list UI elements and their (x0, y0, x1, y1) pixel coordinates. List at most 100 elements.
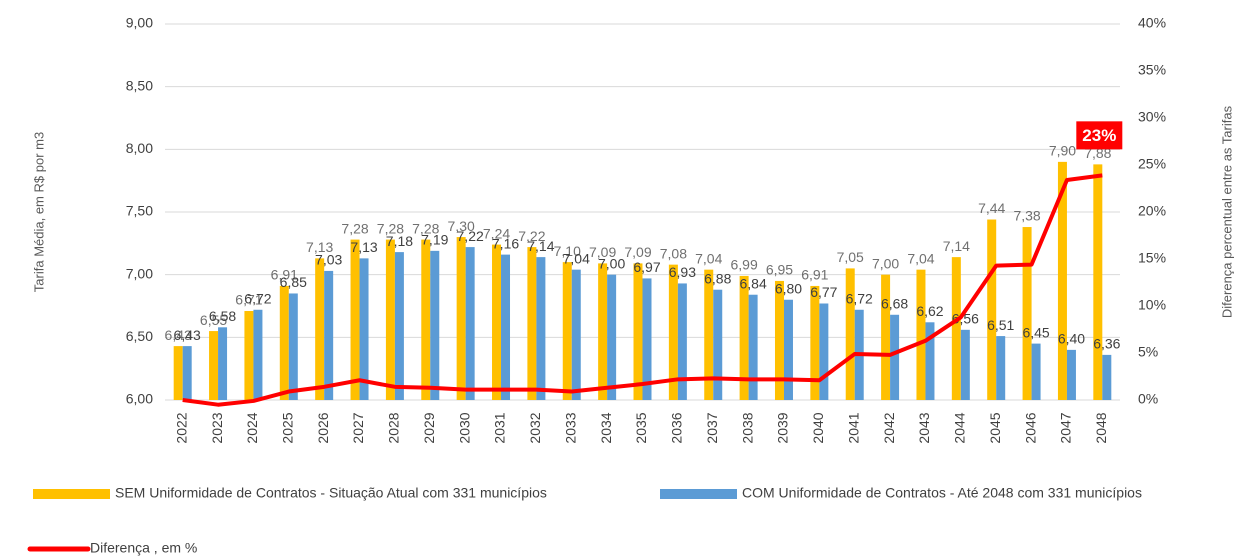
bar (279, 285, 289, 400)
bar (1057, 161, 1067, 400)
data-label: 6,36 (1093, 336, 1120, 352)
data-label: 6,77 (810, 284, 837, 300)
data-label: 6,68 (881, 295, 908, 311)
bar (421, 239, 431, 400)
bar (845, 268, 855, 400)
x-tick-label: 2025 (279, 412, 295, 443)
data-label: 7,19 (421, 232, 448, 248)
bar (385, 239, 395, 400)
x-tick-label: 2041 (845, 412, 861, 443)
bar (810, 285, 820, 400)
legend-swatch (33, 489, 110, 499)
legend-label: COM Uniformidade de Contratos - Até 2048… (742, 485, 1142, 501)
bar (394, 252, 404, 400)
y-tick-label: 6,50 (126, 328, 153, 344)
x-tick-label: 2028 (386, 412, 402, 443)
x-tick-label: 2042 (881, 412, 897, 443)
x-tick-label: 2034 (598, 412, 614, 443)
data-label: 6,91 (801, 267, 828, 283)
data-label: 7,16 (492, 235, 519, 251)
data-label: 7,30 (448, 218, 475, 234)
data-label: 6,91 (271, 267, 298, 283)
bar (819, 303, 829, 400)
data-label: 7,10 (554, 243, 581, 259)
y2-tick-label: 35% (1138, 62, 1166, 78)
y2-tick-label: 25% (1138, 156, 1166, 172)
data-label: 7,38 (1013, 208, 1040, 224)
x-tick-label: 2037 (704, 412, 720, 443)
bar (253, 309, 263, 400)
bar (925, 322, 935, 400)
x-tick-label: 2048 (1093, 412, 1109, 443)
bar (987, 219, 997, 400)
bar (492, 244, 502, 400)
data-label: 6,84 (739, 275, 766, 291)
annotation: 23% (1082, 126, 1116, 145)
bar (465, 247, 475, 400)
bar (642, 278, 652, 400)
y2-tick-label: 20% (1138, 203, 1166, 219)
data-label: 6,71 (235, 292, 262, 308)
x-tick-label: 2045 (987, 412, 1003, 443)
data-label: 6,40 (1058, 331, 1085, 347)
bar (456, 237, 466, 400)
bar (501, 254, 511, 400)
data-label: 7,14 (943, 238, 970, 254)
bar (748, 294, 758, 400)
data-label: 6,58 (209, 308, 236, 324)
x-tick-label: 2040 (810, 412, 826, 443)
y2-tick-label: 30% (1138, 109, 1166, 125)
x-tick-label: 2033 (562, 412, 578, 443)
data-label: 7,14 (527, 238, 554, 254)
bar (359, 258, 369, 400)
data-label: 7,04 (907, 250, 934, 266)
bar (536, 257, 546, 400)
bar (1102, 354, 1112, 400)
y-tick-label: 7,00 (126, 265, 153, 281)
x-tick-label: 2031 (492, 412, 508, 443)
x-tick-label: 2023 (209, 412, 225, 443)
line (182, 173, 1103, 407)
bar (881, 274, 891, 400)
bar (288, 293, 298, 400)
x-tick-label: 2024 (244, 412, 260, 443)
bar (1031, 343, 1041, 400)
data-label: 7,04 (563, 250, 590, 266)
data-label: 6,43 (165, 327, 192, 343)
data-label: 6,93 (669, 264, 696, 280)
data-label: 7,24 (483, 225, 510, 241)
data-label: 6,99 (730, 257, 757, 273)
x-tick-label: 2044 (952, 412, 968, 443)
y-tick-label: 8,50 (126, 77, 153, 93)
legend-label: SEM Uniformidade de Contratos - Situação… (115, 485, 547, 501)
data-label: 7,44 (978, 200, 1005, 216)
x-tick-label: 2022 (173, 412, 189, 443)
x-tick-label: 2027 (350, 412, 366, 443)
y-tick-label: 9,00 (126, 15, 153, 31)
data-label: 6,97 (633, 259, 660, 275)
data-label: 7,28 (412, 220, 439, 236)
bar (430, 250, 440, 400)
data-label: 7,03 (315, 252, 342, 268)
bar (916, 269, 926, 400)
bar (713, 289, 723, 400)
data-label: 6,45 (1022, 324, 1049, 340)
bar (774, 280, 784, 400)
x-tick-label: 2029 (421, 412, 437, 443)
data-label: 6,51 (987, 317, 1014, 333)
x-tick-label: 2032 (527, 412, 543, 443)
legend-swatch (660, 489, 737, 499)
bar (668, 264, 678, 400)
bar (244, 311, 254, 400)
data-label: 7,28 (341, 220, 368, 236)
bar (182, 346, 192, 400)
bar (890, 314, 900, 400)
data-label: 7,28 (377, 220, 404, 236)
x-tick-label: 2038 (739, 412, 755, 443)
data-label: 6,72 (846, 290, 873, 306)
bar (173, 346, 183, 400)
y-tick-label: 7,50 (126, 203, 153, 219)
data-label: 7,09 (589, 244, 616, 260)
data-label: 7,04 (695, 250, 722, 266)
